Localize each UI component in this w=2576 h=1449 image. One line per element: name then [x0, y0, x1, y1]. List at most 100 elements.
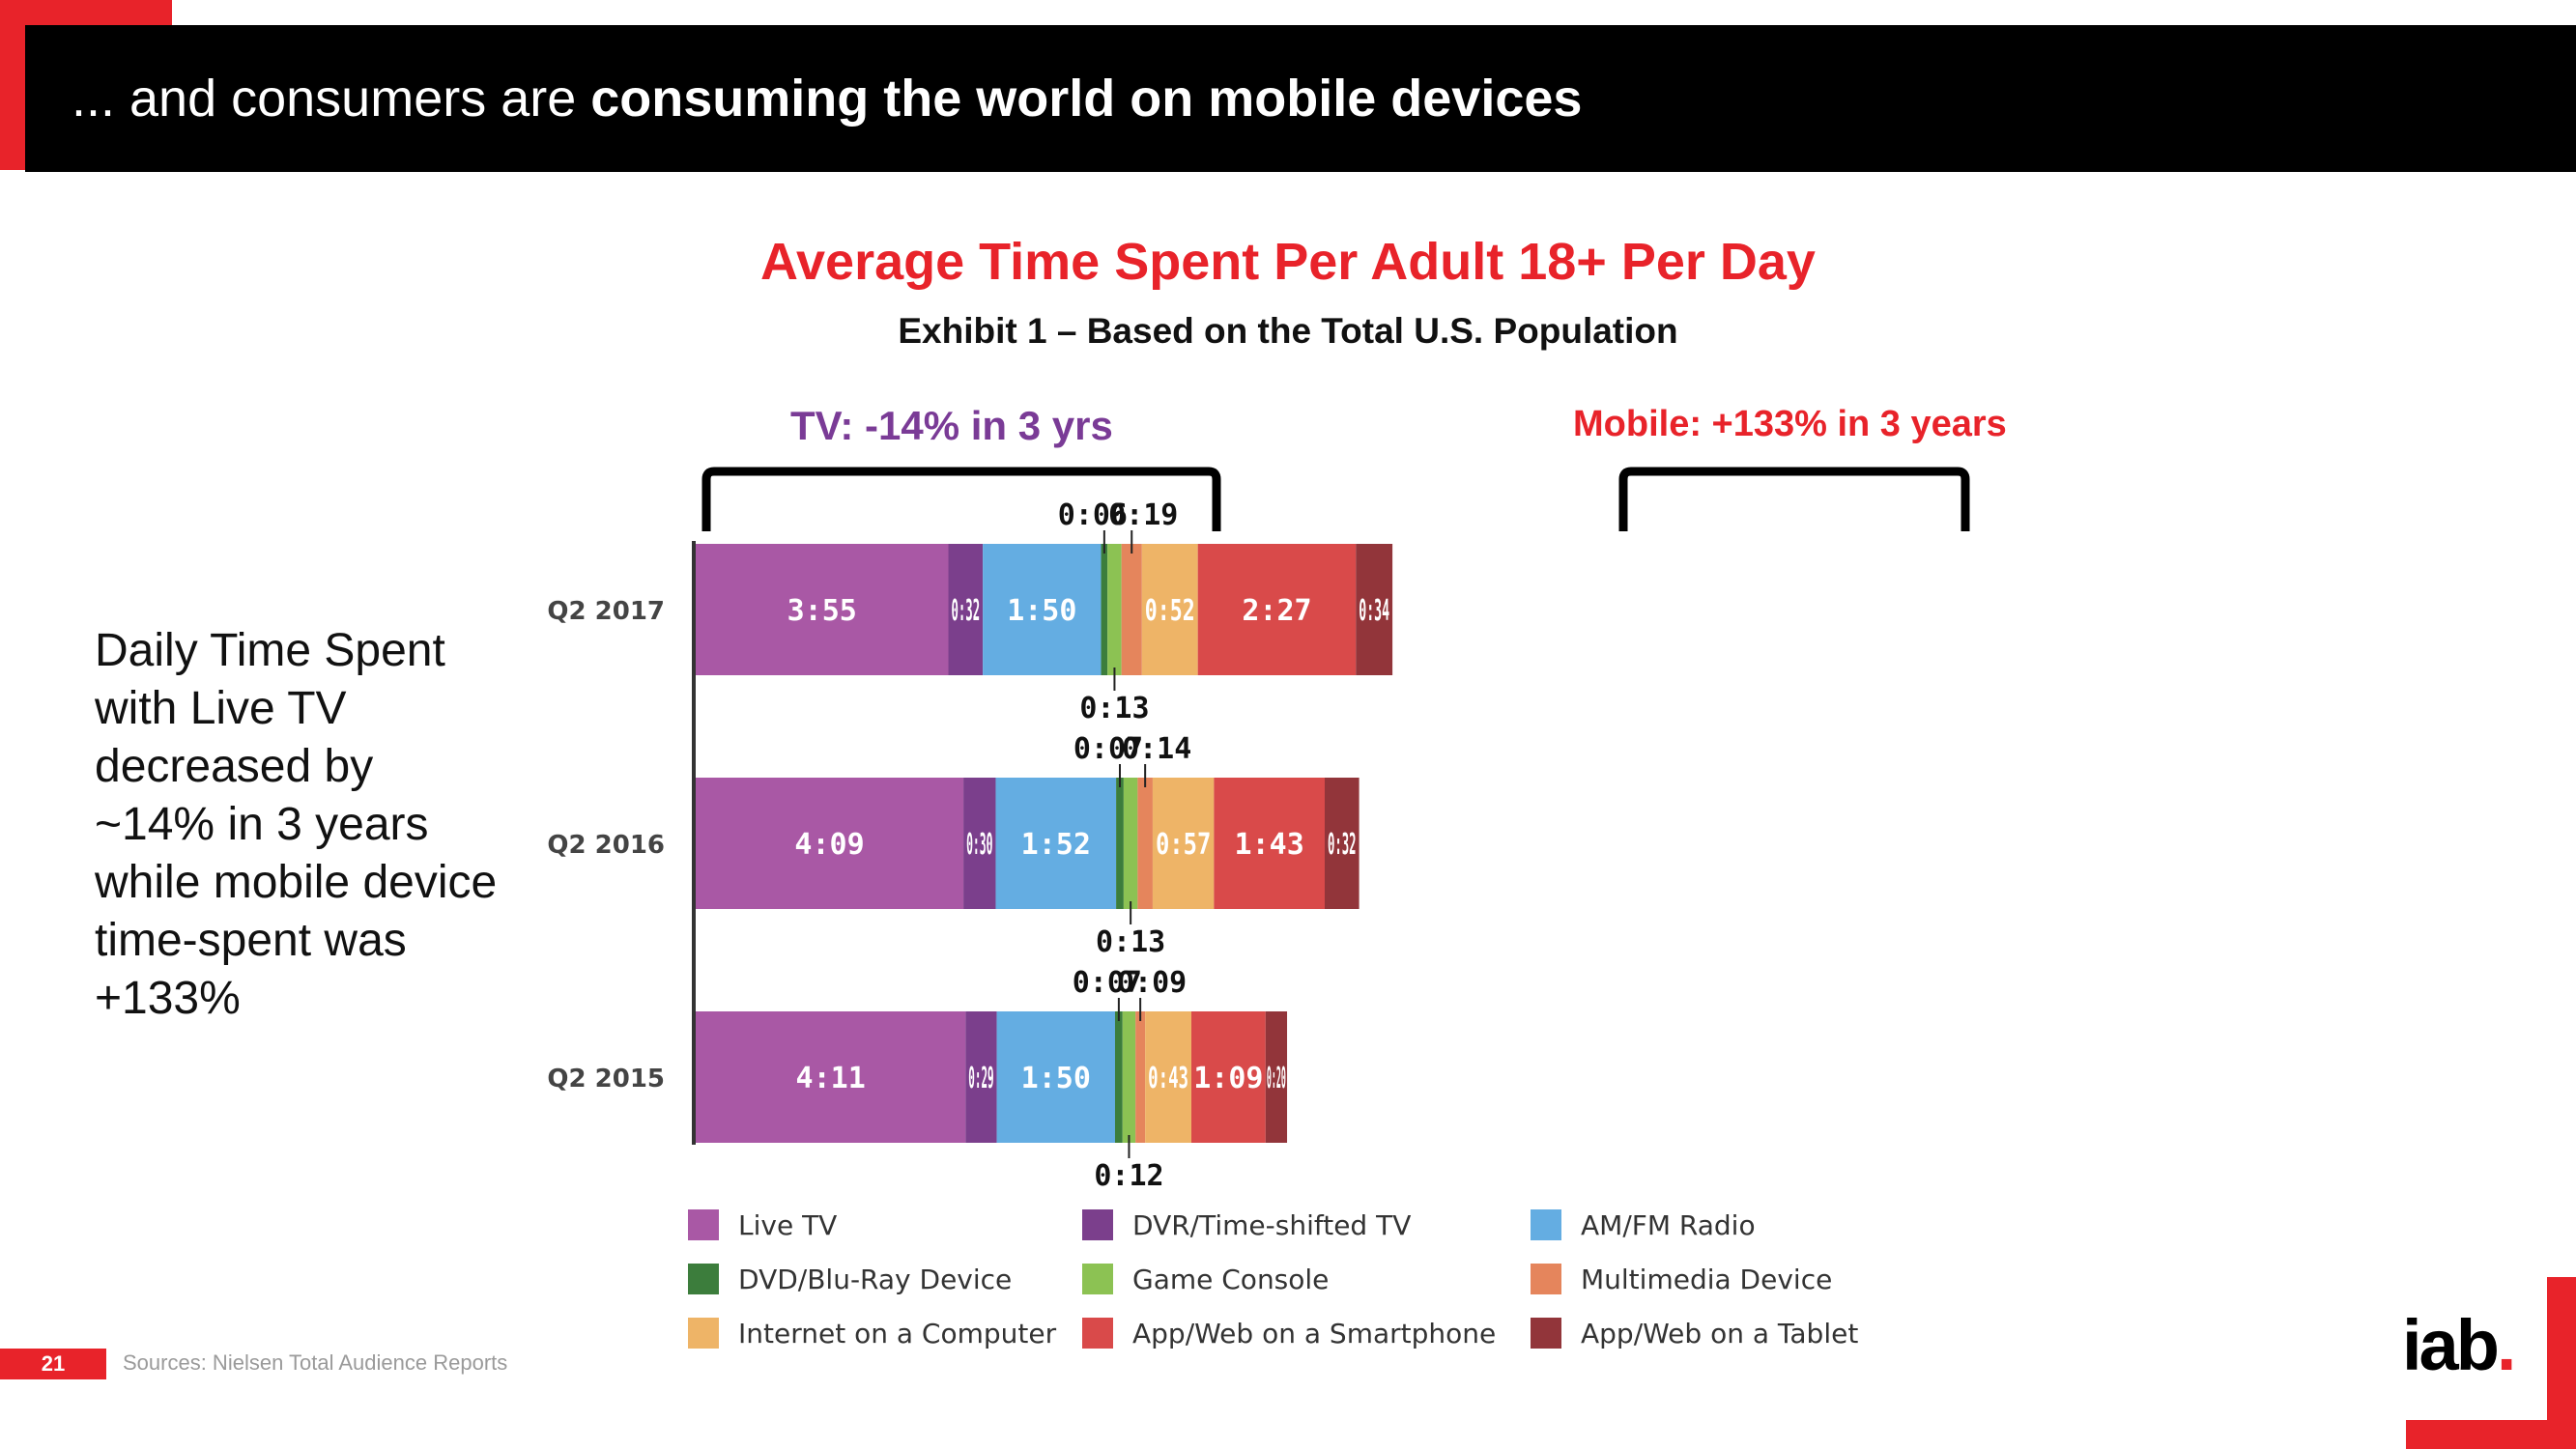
- chart-legend: Live TV DVR/Time-shifted TV AM/FM Radio DVD…: [688, 1206, 1963, 1360]
- iab-logo: iab.: [2402, 1310, 2516, 1381]
- data-label-app-web-on-a-smartphone-q2-2017: 2:27: [1242, 594, 1311, 628]
- legend-label: Live TV: [738, 1208, 838, 1241]
- side-text: Daily Time Spent with Live TV decreased …: [95, 625, 498, 1024]
- data-label-dvr-time-shifted-tv-q2-2016: 0:30: [966, 828, 992, 862]
- legend-label: App/Web on a Tablet: [1581, 1317, 1859, 1350]
- chart-title: Average Time Spent Per Adult 18+ Per Day: [760, 233, 1816, 291]
- legend-label: Internet on a Computer: [738, 1317, 1057, 1350]
- corner-accent-left: [0, 0, 25, 170]
- slide-title-prefix: ... and consumers are: [72, 70, 591, 128]
- data-label-multimedia-device-q2-2016: 0:14: [1122, 732, 1191, 766]
- data-label-game-console-q2-2016: 0:13: [1096, 925, 1165, 959]
- mobile-annotation: Mobile: +133% in 3 years: [1573, 404, 2007, 444]
- data-label-dvd-blu-ray-device-q2-2016: 0:07: [1073, 732, 1143, 766]
- legend-swatch: [1082, 1264, 1113, 1294]
- category-label-q2-2016: Q2 2016: [547, 831, 665, 860]
- legend-label: Multimedia Device: [1581, 1263, 1833, 1295]
- legend-swatch: [1531, 1264, 1561, 1294]
- data-label-am-fm-radio-q2-2016: 1:52: [1021, 828, 1091, 862]
- legend-item-am-fm-radio: AM/FM Radio: [1531, 1206, 1756, 1244]
- bar-app-web-on-a-smartphone-q2-2017: [1197, 544, 1357, 675]
- legend-label: DVD/Blu-Ray Device: [738, 1263, 1013, 1295]
- bar-dvd-blu-ray-device-q2-2016: [1116, 778, 1124, 909]
- data-label-internet-on-a-computer-q2-2017: 0:52: [1145, 594, 1195, 628]
- data-label-am-fm-radio-q2-2015: 1:50: [1021, 1062, 1091, 1095]
- legend-item-dvr-time-shifted-tv: DVR/Time-shifted TV: [1082, 1206, 1411, 1244]
- legend-swatch: [688, 1318, 719, 1349]
- source-note: Sources: Nielsen Total Audience Reports: [123, 1350, 508, 1375]
- data-label-multimedia-device-q2-2015: 0:09: [1117, 966, 1187, 1000]
- bar-app-web-on-a-smartphone-q2-2016: [1214, 778, 1325, 909]
- chart-subtitle: Exhibit 1 – Based on the Total U.S. Popu…: [898, 311, 1678, 351]
- tv-bracket: [701, 467, 1221, 531]
- bar-internet-on-a-computer-q2-2015: [1145, 1011, 1191, 1143]
- legend-item-game-console: Game Console: [1082, 1260, 1329, 1298]
- data-label-multimedia-device-q2-2017: 0:19: [1108, 498, 1178, 532]
- bar-app-web-on-a-tablet-q2-2015: [1265, 1011, 1288, 1143]
- legend-label: App/Web on a Smartphone: [1132, 1317, 1497, 1350]
- legend-label: Game Console: [1132, 1263, 1330, 1295]
- bar-internet-on-a-computer-q2-2017: [1141, 544, 1198, 675]
- bar-app-web-on-a-smartphone-q2-2015: [1191, 1011, 1266, 1143]
- bar-dvr-time-shifted-tv-q2-2016: [963, 778, 996, 909]
- bar-game-console-q2-2017: [1107, 544, 1122, 675]
- data-label-app-web-on-a-smartphone-q2-2015: 1:09: [1193, 1062, 1263, 1095]
- corner-accent-top: [0, 0, 172, 25]
- bar-am-fm-radio-q2-2015: [996, 1011, 1115, 1143]
- legend-item-multimedia-device: Multimedia Device: [1531, 1260, 1832, 1298]
- bar-live-tv-q2-2016: [696, 778, 964, 909]
- data-label-live-tv-q2-2016: 4:09: [794, 828, 864, 862]
- legend-label: DVR/Time-shifted TV: [1132, 1208, 1412, 1241]
- bar-dvd-blu-ray-device-q2-2017: [1101, 544, 1108, 675]
- bar-game-console-q2-2016: [1123, 778, 1138, 909]
- data-label-dvr-time-shifted-tv-q2-2017: 0:32: [952, 594, 981, 628]
- data-label-am-fm-radio-q2-2017: 1:50: [1007, 594, 1076, 628]
- corner-accent-bottom: [2406, 1420, 2576, 1449]
- data-label-app-web-on-a-tablet-q2-2016: 0:32: [1328, 828, 1357, 862]
- bar-dvd-blu-ray-device-q2-2015: [1114, 1011, 1123, 1143]
- bar-app-web-on-a-tablet-q2-2017: [1356, 544, 1393, 675]
- category-label-q2-2015: Q2 2015: [547, 1065, 665, 1094]
- legend-swatch: [1082, 1318, 1113, 1349]
- bar-live-tv-q2-2017: [696, 544, 949, 675]
- legend-swatch: [1531, 1209, 1561, 1240]
- data-label-app-web-on-a-tablet-q2-2015: 0:20: [1267, 1062, 1286, 1095]
- category-label-q2-2017: Q2 2017: [547, 597, 665, 626]
- bar-am-fm-radio-q2-2017: [983, 544, 1102, 675]
- legend-item-internet-on-a-computer: Internet on a Computer: [688, 1314, 1056, 1352]
- data-label-game-console-q2-2017: 0:13: [1079, 692, 1149, 725]
- data-label-internet-on-a-computer-q2-2016: 0:57: [1156, 828, 1211, 862]
- legend-item-app-web-on-a-tablet: App/Web on a Tablet: [1531, 1314, 1858, 1352]
- legend-label: AM/FM Radio: [1581, 1208, 1756, 1241]
- legend-item-app-web-on-a-smartphone: App/Web on a Smartphone: [1082, 1314, 1496, 1352]
- page-number: 21: [0, 1349, 106, 1379]
- bar-dvr-time-shifted-tv-q2-2017: [948, 544, 984, 675]
- data-label-app-web-on-a-tablet-q2-2017: 0:34: [1359, 594, 1389, 628]
- data-label-app-web-on-a-smartphone-q2-2016: 1:43: [1235, 828, 1304, 862]
- bar-live-tv-q2-2015: [696, 1011, 966, 1143]
- mobile-bracket: [1618, 467, 1970, 531]
- data-label-dvr-time-shifted-tv-q2-2015: 0:29: [968, 1062, 993, 1095]
- legend-swatch: [1531, 1318, 1561, 1349]
- bar-app-web-on-a-tablet-q2-2016: [1324, 778, 1360, 909]
- legend-swatch: [688, 1264, 719, 1294]
- title-bar: ... and consumers are consuming the worl…: [25, 25, 2576, 172]
- legend-swatch: [1082, 1209, 1113, 1240]
- slide-title: ... and consumers are consuming the worl…: [72, 25, 1582, 172]
- data-label-game-console-q2-2015: 0:12: [1094, 1159, 1163, 1193]
- data-label-live-tv-q2-2015: 4:11: [796, 1062, 866, 1095]
- legend-item-live-tv: Live TV: [688, 1206, 837, 1244]
- bar-game-console-q2-2015: [1122, 1011, 1136, 1143]
- data-label-internet-on-a-computer-q2-2015: 0:43: [1148, 1062, 1188, 1095]
- bar-dvr-time-shifted-tv-q2-2015: [965, 1011, 997, 1143]
- bar-multimedia-device-q2-2016: [1137, 778, 1153, 909]
- slide-title-bold: consuming the world on mobile devices: [590, 70, 1583, 128]
- bar-internet-on-a-computer-q2-2016: [1152, 778, 1215, 909]
- logo-dot: .: [2496, 1305, 2516, 1385]
- bar-multimedia-device-q2-2015: [1135, 1011, 1146, 1143]
- legend-item-dvd-blu-ray-device: DVD/Blu-Ray Device: [688, 1260, 1012, 1298]
- data-label-dvd-blu-ray-device-q2-2015: 0:07: [1073, 966, 1142, 1000]
- data-label-dvd-blu-ray-device-q2-2017: 0:06: [1058, 498, 1128, 532]
- bar-multimedia-device-q2-2017: [1121, 544, 1142, 675]
